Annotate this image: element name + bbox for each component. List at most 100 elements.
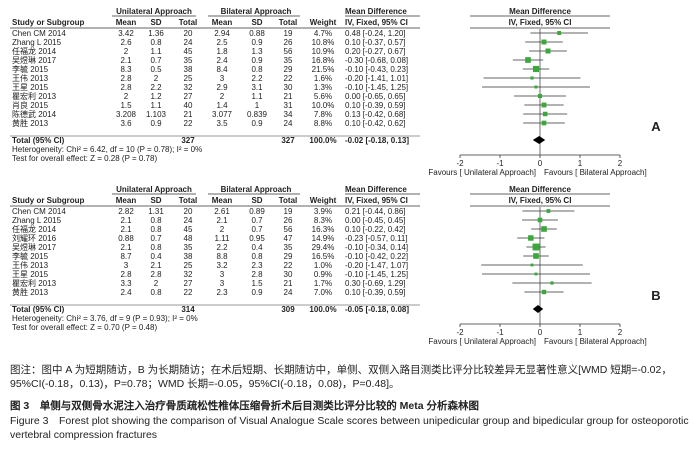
weight-value: 4.7% [314, 29, 332, 38]
sd1-value: 0.8 [150, 288, 162, 297]
md-ci-value: -0.10 [-0.34, 0.14] [345, 243, 408, 252]
total2-value: 34 [284, 110, 293, 119]
total2-value: 47 [284, 234, 293, 243]
total1-value: 24 [184, 38, 193, 47]
sd2-value: 0.95 [249, 234, 265, 243]
study-name: 黄胜 2013 [12, 287, 49, 297]
mean2-value: 2 [220, 92, 225, 101]
favours-left-label: Favours [ Unilateral Approach] [428, 168, 536, 177]
total2-value: 35 [284, 243, 293, 252]
study-name: 刘耀环 2016 [12, 233, 57, 243]
sd2-value: 2.2 [251, 74, 263, 83]
total2-value: 21 [284, 92, 293, 101]
total1-value: 38 [184, 65, 193, 74]
total1-value: 48 [184, 234, 193, 243]
md-ci-value: 0.10 [-0.39, 0.59] [345, 288, 406, 297]
plot-sub-header: IV, Fixed, 95% CI [509, 196, 572, 205]
sd1-value: 0.8 [150, 38, 162, 47]
md-ci-value: -0.10 [-0.43, 0.23] [345, 65, 408, 74]
md-ci-value: -0.30 [-0.68, 0.08] [345, 56, 408, 65]
total2-value: 31 [284, 101, 293, 110]
weight-value: 3.9% [314, 207, 332, 216]
mean1-value: 2.8 [120, 270, 132, 279]
sd1-value: 1.2 [150, 92, 162, 101]
sd1-value: 1.1 [150, 47, 162, 56]
total1-value: 35 [184, 243, 193, 252]
favours-right-label: Favours [ Bilateral Approach] [544, 168, 647, 177]
total1-value: 40 [184, 101, 193, 110]
x-tick-label: -2 [456, 328, 464, 337]
total2-value: 21 [284, 279, 293, 288]
sd2-value: 0.7 [251, 225, 263, 234]
sd1-value: 0.8 [150, 243, 162, 252]
x-tick-label: 0 [538, 328, 543, 337]
total1-value: 32 [184, 83, 193, 92]
study-name: 黄胜 2013 [12, 118, 49, 128]
total2-value: 56 [284, 225, 293, 234]
x-tick-label: 1 [578, 159, 583, 168]
mean1-value: 8.7 [120, 252, 132, 261]
study-name: 吴煜琳 2017 [12, 242, 57, 252]
mean2-value: 3.077 [212, 110, 233, 119]
mean1-value: 3.208 [116, 110, 137, 119]
study-name: 陈德武 2014 [12, 109, 57, 119]
study-name: 王伟 2013 [12, 260, 49, 270]
group1-header: Unilateral Approach [116, 185, 192, 194]
study-name: 王伟 2013 [12, 73, 49, 83]
total2-value: 24 [284, 288, 293, 297]
weight-value: 8.3% [314, 216, 332, 225]
sd2-value: 3.1 [251, 83, 263, 92]
effect-square [532, 243, 540, 251]
mean2-header: Mean [212, 18, 233, 27]
mean2-value: 1.4 [216, 101, 228, 110]
heterogeneity-text: Heterogeneity: Chi² = 6.42, df = 10 (P =… [12, 145, 202, 154]
md-ci-value: 0.00 [-0.45, 0.45] [345, 216, 406, 225]
md-ci-value: -0.10 [-1.45, 1.25] [345, 270, 408, 279]
study-name: 李毓 2015 [12, 251, 49, 261]
md-ci-value: -0.10 [-1.45, 1.25] [345, 83, 408, 92]
mean2-value: 1.8 [216, 47, 228, 56]
sd1-value: 1.1 [150, 101, 162, 110]
mean2-value: 3 [220, 270, 225, 279]
md-ci-value: 0.10 [-0.42, 0.62] [345, 119, 406, 128]
weight-value: 1.0% [314, 261, 332, 270]
weight-value: 1.7% [314, 279, 332, 288]
sd1-value: 0.8 [150, 225, 162, 234]
study-name: Zhang L 2015 [12, 38, 62, 47]
effect-square [537, 93, 543, 99]
effect-square [550, 281, 554, 285]
study-name: Chen CM 2014 [12, 29, 66, 38]
mean1-value: 2 [124, 47, 129, 56]
effect-square [534, 272, 538, 276]
figure-title-en: Figure 3 Forest plot showing the compari… [10, 415, 689, 441]
total1-value: 20 [184, 207, 193, 216]
sd1-value: 0.7 [150, 56, 162, 65]
total2-value: 22 [284, 74, 293, 83]
panel-letter: B [651, 288, 660, 303]
x-tick-label: 2 [618, 328, 623, 337]
forest-plot-panel-b: Unilateral Approach Bilateral Approach Mea… [10, 185, 661, 346]
favours-left-label: Favours [ Unilateral Approach] [428, 337, 536, 346]
sd1-value: 2.1 [150, 261, 162, 270]
heterogeneity-text: Heterogeneity: Chi² = 3.76, df = 9 (P = … [12, 314, 198, 323]
mean1-value: 3.42 [118, 29, 134, 38]
sd1-value: 0.7 [150, 234, 162, 243]
sd2-value: 0.8 [251, 65, 263, 74]
md-ci-value: 0.48 [-0.24, 1.20] [345, 29, 406, 38]
sd1-value: 0.8 [150, 216, 162, 225]
md-ci-value: 0.10 [-0.37, 0.57] [345, 38, 406, 47]
sd2-value: 2.8 [251, 270, 263, 279]
study-name: 王星 2015 [12, 270, 49, 279]
effect-square [532, 65, 540, 73]
sd1-value: 0.5 [150, 65, 162, 74]
sd2-value: 0.9 [251, 38, 263, 47]
sd1-value: 2 [154, 279, 159, 288]
mean2-value: 2.5 [216, 38, 228, 47]
study-name: 王星 2015 [12, 83, 49, 92]
study-name: Chen CM 2014 [12, 207, 66, 216]
study-column-header: Study or Subgroup [12, 18, 85, 27]
effect-square [541, 120, 547, 126]
sd2-value: 0.9 [251, 119, 263, 128]
total1-value: 22 [184, 288, 193, 297]
study-name: 瞿宏利 2013 [12, 278, 57, 288]
